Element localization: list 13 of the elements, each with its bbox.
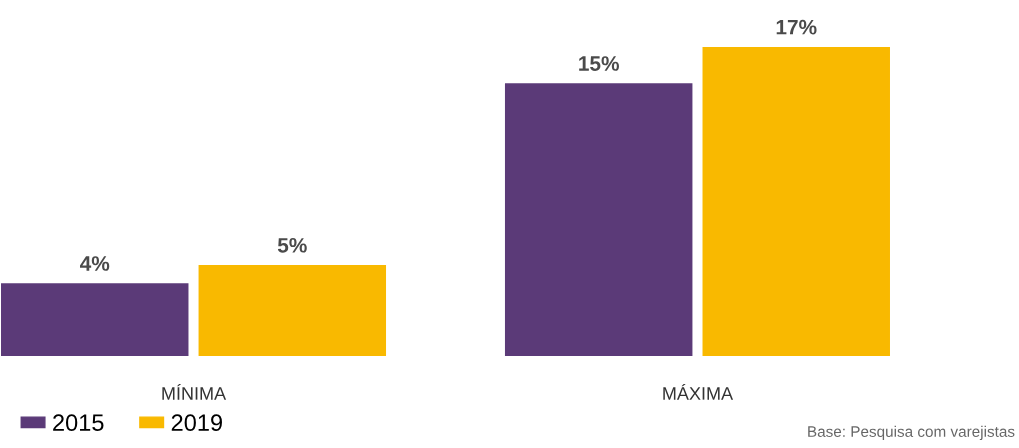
bar: [1, 283, 189, 356]
data-label: 5%: [277, 237, 307, 253]
text: Base: Pesquisa com varejistas: [808, 425, 1015, 440]
x-tick-label: MÍNIMA: [162, 383, 227, 400]
bar: [702, 47, 890, 356]
bar: [504, 83, 693, 356]
data-label: 4%: [80, 256, 110, 271]
legend-label: 2019: [171, 414, 222, 432]
legend-label: 2015: [53, 414, 104, 432]
x-tick-label: MÁXIMA: [663, 383, 734, 400]
data-label: 15%: [579, 56, 619, 71]
bar: [198, 265, 387, 356]
data-label: 17%: [776, 19, 817, 35]
